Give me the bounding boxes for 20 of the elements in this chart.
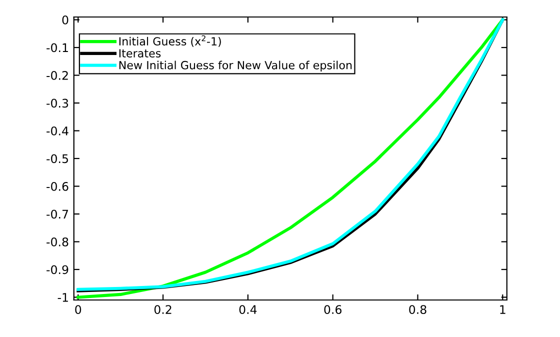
y-tick-label: -1: [58, 293, 68, 302]
y-tick-label: -0.9: [46, 265, 68, 274]
y-tick-label: -0.4: [46, 126, 68, 136]
legend-label: Initial Guess (x$^{2}$-1): [119, 35, 221, 47]
y-tick-label: -0.1: [46, 43, 68, 52]
y-tick-label: 0: [62, 16, 68, 24]
x-tick-label: 0.2: [154, 305, 172, 314]
legend-label: New Initial Guess for New Value of epsilon: [119, 60, 352, 72]
x-tick-label: 0.8: [409, 305, 426, 314]
y-tick-label: -0.5: [46, 154, 68, 164]
y-tick-label: -0.7: [46, 210, 68, 219]
y-tick-label: -0.2: [46, 70, 68, 80]
x-tick-label: 0.4: [239, 305, 257, 314]
x-tick-label: 0: [75, 305, 82, 314]
y-tick-label: -0.8: [46, 237, 68, 246]
x-tick-label: 0.6: [324, 305, 342, 314]
y-tick-label: -0.3: [46, 98, 68, 108]
x-tick-label: 1: [500, 305, 506, 314]
y-tick-label: -0.6: [46, 182, 68, 191]
legend-label: Iterates: [119, 49, 161, 58]
